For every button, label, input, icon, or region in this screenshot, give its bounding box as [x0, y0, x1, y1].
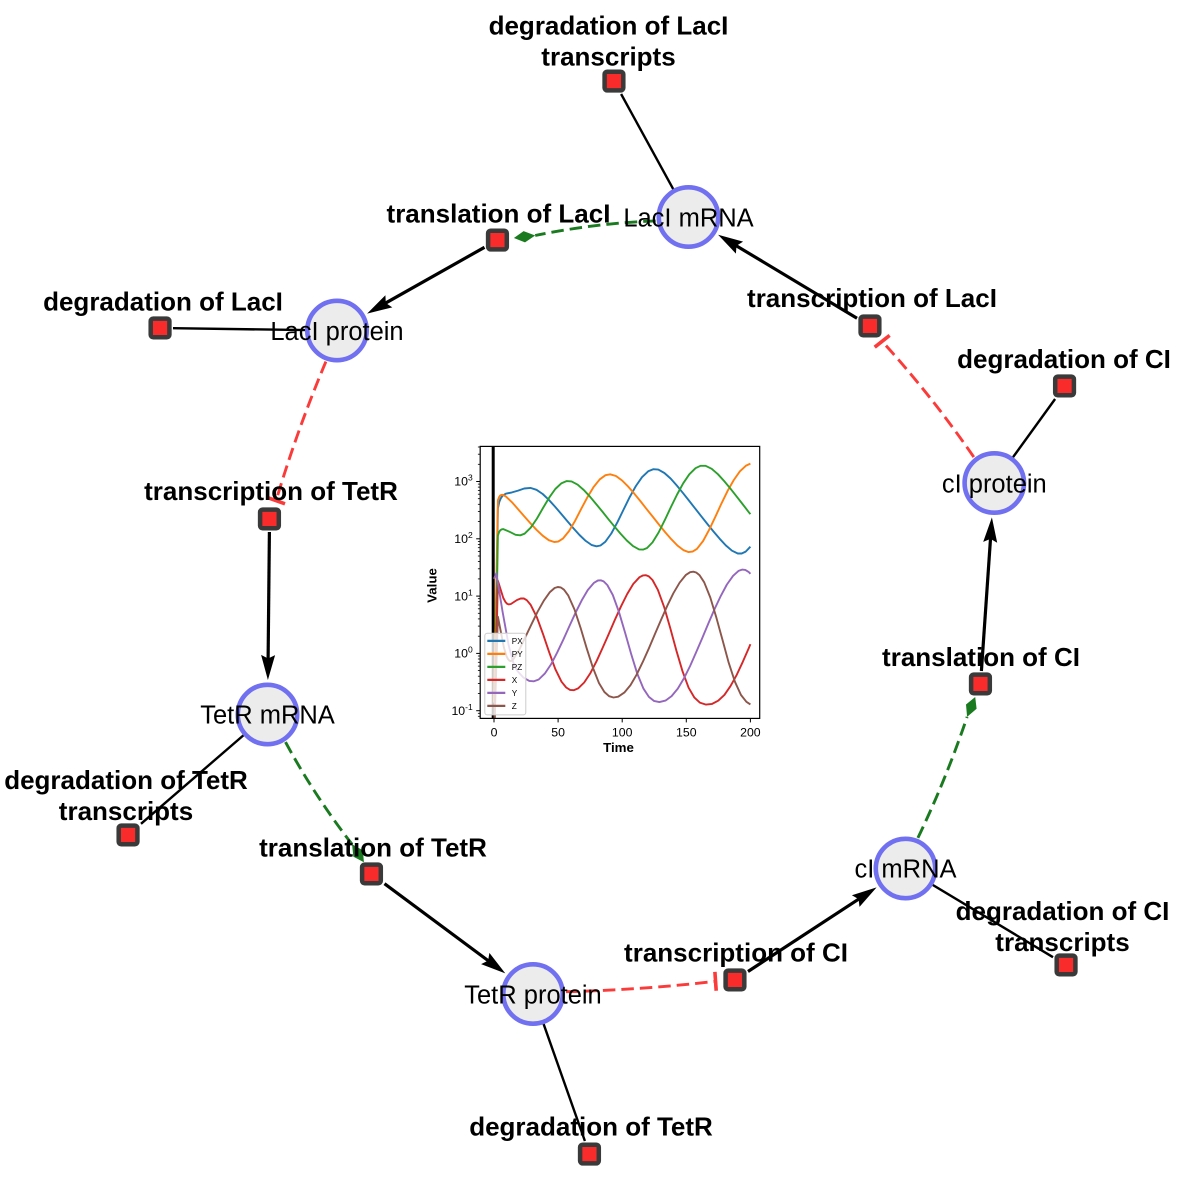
svg-text:10-1: 10-1	[451, 702, 473, 718]
svg-text:Y: Y	[512, 689, 518, 698]
svg-text:translation of CI: translation of CI	[882, 642, 1080, 672]
svg-text:101: 101	[454, 587, 473, 603]
svg-text:transcripts: transcripts	[995, 927, 1129, 957]
svg-text:cI protein: cI protein	[942, 471, 1047, 499]
svg-text:Value: Value	[425, 568, 440, 603]
svg-text:103: 103	[454, 473, 473, 489]
svg-text:transcripts: transcripts	[541, 41, 675, 71]
svg-text:102: 102	[454, 530, 473, 546]
svg-text:transcription of LacI: transcription of LacI	[747, 283, 997, 313]
svg-text:cI mRNA: cI mRNA	[855, 856, 957, 884]
svg-text:Z: Z	[512, 702, 517, 711]
svg-text:100: 100	[612, 726, 633, 740]
svg-text:degradation of CI: degradation of CI	[957, 344, 1171, 374]
svg-text:0: 0	[491, 726, 498, 740]
svg-text:transcripts: transcripts	[59, 796, 193, 826]
svg-text:transcription of CI: transcription of CI	[624, 937, 848, 967]
svg-text:degradation of TetR: degradation of TetR	[4, 765, 248, 795]
svg-text:200: 200	[740, 726, 761, 740]
svg-text:150: 150	[676, 726, 697, 740]
svg-text:degradation of LacI: degradation of LacI	[489, 10, 729, 40]
svg-text:degradation of CI: degradation of CI	[956, 896, 1170, 926]
svg-text:TetR protein: TetR protein	[464, 982, 602, 1010]
svg-text:LacI mRNA: LacI mRNA	[623, 205, 753, 233]
svg-text:Time: Time	[603, 740, 634, 755]
svg-text:degradation of TetR: degradation of TetR	[469, 1111, 713, 1141]
svg-text:PX: PX	[512, 637, 523, 646]
svg-text:transcription of TetR: transcription of TetR	[144, 476, 398, 506]
svg-text:translation of LacI: translation of LacI	[387, 198, 611, 228]
svg-text:LacI protein: LacI protein	[270, 318, 403, 346]
svg-text:PZ: PZ	[512, 663, 522, 672]
svg-text:X: X	[512, 676, 518, 685]
svg-text:100: 100	[454, 645, 473, 661]
svg-text:degradation of LacI: degradation of LacI	[43, 286, 283, 316]
svg-text:translation of TetR: translation of TetR	[259, 832, 487, 862]
svg-text:50: 50	[551, 726, 565, 740]
svg-text:PY: PY	[512, 650, 523, 659]
svg-text:TetR mRNA: TetR mRNA	[200, 702, 335, 730]
